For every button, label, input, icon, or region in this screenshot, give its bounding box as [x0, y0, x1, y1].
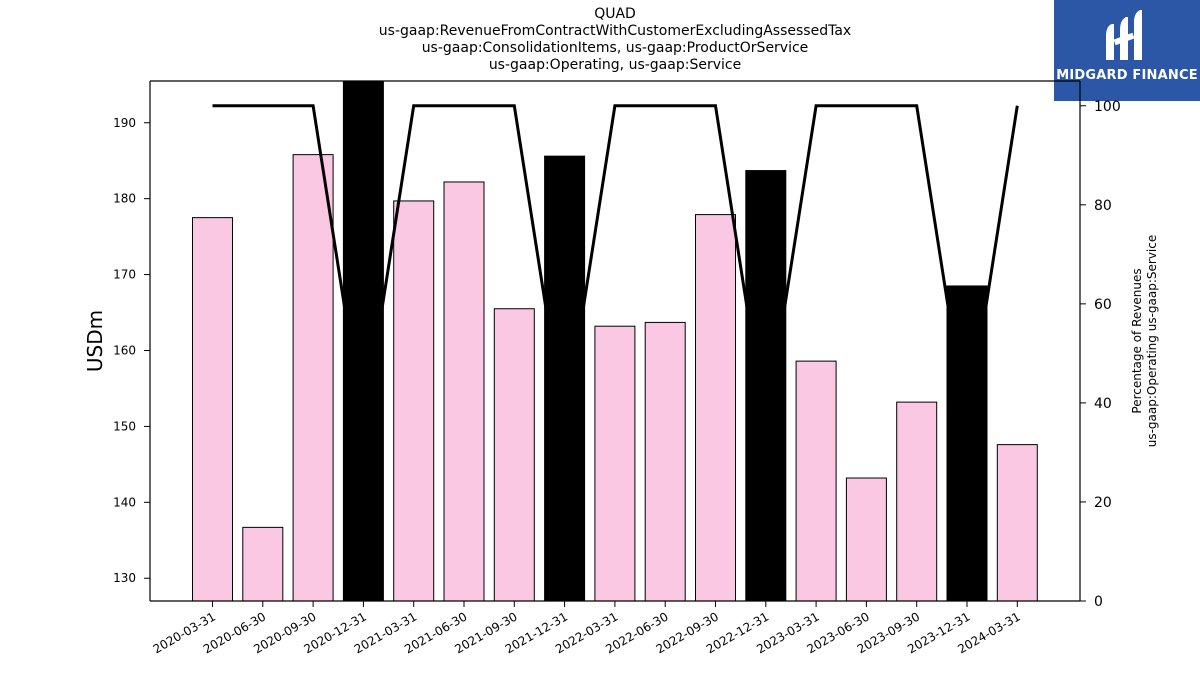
- right-tick-label: 20: [1094, 495, 1112, 511]
- right-y-ticks: 0 20 40 60 80 100: [1080, 99, 1121, 610]
- bar-2023-03-31: [795, 360, 837, 602]
- bar-2023-06-30: [845, 477, 887, 602]
- bar-2022-06-30: [644, 321, 686, 602]
- left-tick-label: 130: [113, 571, 136, 585]
- bar-2020-09-30: [292, 154, 334, 602]
- bar-2020-06-30: [242, 526, 284, 602]
- left-tick-label: 140: [113, 495, 136, 509]
- bar-2021-12-31: [544, 155, 586, 602]
- title-line-members: us-gaap:Operating, us-gaap:Service: [488, 57, 742, 73]
- bar-2023-09-30: [896, 401, 938, 602]
- left-tick-label: 170: [113, 268, 136, 282]
- percentage-line-group: [212, 104, 1019, 428]
- title-line-ticker: QUAD: [594, 6, 636, 22]
- left-tick-label: 180: [113, 192, 136, 206]
- bar-2021-06-30: [443, 181, 485, 602]
- percentage-line: [212, 104, 1019, 428]
- right-tick-label: 40: [1094, 396, 1112, 412]
- bar-2021-03-31: [393, 200, 435, 602]
- bar-2022-09-30: [695, 214, 736, 602]
- logo-mark-icon: [1106, 10, 1142, 60]
- left-tick-label: 160: [113, 343, 136, 357]
- bar-2022-03-31: [594, 325, 636, 602]
- secondary-axis-label-line1: Percentage of Revenues: [1130, 268, 1144, 413]
- left-y-ticks: 130 140 150 160 170 180 190: [113, 116, 150, 585]
- bar-2022-12-31: [745, 170, 787, 602]
- right-tick-label: 60: [1094, 297, 1112, 313]
- y-axis-label: USDm: [83, 310, 107, 372]
- logo-text: MIDGARD FINANCE: [1056, 68, 1198, 83]
- x-ticks: 2020-03-312020-06-302020-09-302020-12-31…: [151, 601, 1023, 656]
- midgard-finance-logo: MIDGARD FINANCE: [1054, 0, 1200, 101]
- right-tick-label: 100: [1094, 99, 1121, 115]
- chart-title: QUAD us-gaap:RevenueFromContractWithCust…: [150, 6, 1080, 74]
- left-tick-label: 190: [113, 116, 136, 130]
- secondary-axis-label-line2: us-gaap:Operating us-gaap:Service: [1145, 235, 1159, 448]
- title-line-axes: us-gaap:ConsolidationItems, us-gaap:Prod…: [421, 40, 809, 56]
- bar-2021-09-30: [493, 308, 535, 602]
- bar-2024-03-31: [996, 444, 1038, 602]
- bars-group: [192, 80, 1038, 602]
- title-line-concept: us-gaap:RevenueFromContractWithCustomerE…: [378, 23, 852, 39]
- bar-2020-03-31: [192, 217, 233, 602]
- left-tick-label: 150: [113, 419, 136, 433]
- right-tick-label: 0: [1094, 594, 1103, 610]
- right-tick-label: 80: [1094, 198, 1112, 214]
